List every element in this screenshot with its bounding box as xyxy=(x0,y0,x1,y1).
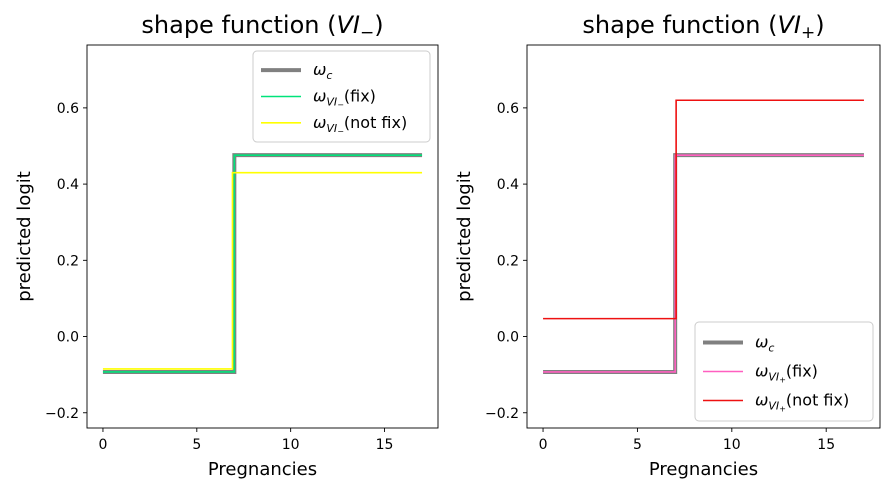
legend-box xyxy=(252,50,431,143)
y-tick-label: 0.4 xyxy=(57,177,79,193)
y-tick-label: 0.6 xyxy=(57,101,79,117)
x-tick-label: 15 xyxy=(376,437,394,453)
x-tick-label: 0 xyxy=(98,437,107,453)
series-line-2 xyxy=(102,171,423,370)
series-line-2 xyxy=(543,99,864,320)
legend-label-1: ωVI−(fix) xyxy=(313,87,376,110)
y-tick-label: 0.0 xyxy=(57,330,79,346)
y-tick-label: −0.2 xyxy=(485,406,519,422)
x-axis-label: Pregnancies xyxy=(649,459,758,480)
right-chart-panel: 0 5 10 15 −0.2 0.0 0.2 0.4 0.6 Pregnancies predict… xyxy=(454,11,881,480)
legend-label-2: ωVI+(not fix) xyxy=(755,391,849,414)
y-tick-label: −0.2 xyxy=(45,406,79,422)
x-tick-label: 10 xyxy=(282,437,300,453)
x-tick-label: 5 xyxy=(192,437,201,453)
axes-frame xyxy=(526,44,881,429)
legend-label-0: ωc xyxy=(313,60,332,82)
axes-frame xyxy=(86,44,439,429)
legend: ωc ωVI+(fix) ωVI+(not fix) xyxy=(694,321,874,422)
legend-box xyxy=(694,321,874,422)
y-tick-label: 0.2 xyxy=(57,253,79,269)
y-tick-label: 0.2 xyxy=(497,253,519,269)
series-line-1 xyxy=(102,154,423,373)
series-line-0 xyxy=(102,153,423,374)
y-tick-label: 0.6 xyxy=(497,101,519,117)
chart-title: shape function (VI+) xyxy=(582,11,824,43)
legend: ωc ωVI−(fix) ωVI−(not fix) xyxy=(252,50,431,143)
y-tick-label: 0.4 xyxy=(497,177,519,193)
x-tick-label: 0 xyxy=(539,437,548,453)
x-tick-label: 10 xyxy=(723,437,741,453)
chart-title: shape function (VI−) xyxy=(141,11,383,43)
legend-label-0: ωc xyxy=(755,333,774,355)
legend-label-2: ωVI−(not fix) xyxy=(313,113,407,136)
left-chart-panel: 0 5 10 15 −0.2 0.0 0.2 0.4 0.6 Pregnancies predict… xyxy=(14,11,439,480)
y-axis-label: predicted logit xyxy=(14,171,35,302)
y-axis-label: predicted logit xyxy=(454,171,475,302)
x-tick-label: 5 xyxy=(633,437,642,453)
y-tick-label: 0.0 xyxy=(497,330,519,346)
x-tick-label: 15 xyxy=(817,437,835,453)
x-axis-label: Pregnancies xyxy=(208,459,317,480)
legend-label-1: ωVI+(fix) xyxy=(755,362,818,385)
series-line-1 xyxy=(543,154,864,373)
